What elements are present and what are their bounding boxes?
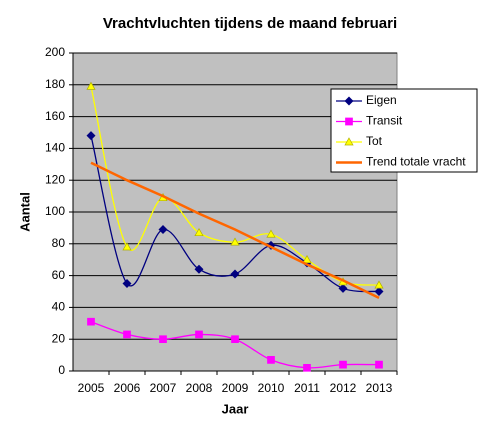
y-tick-label: 100 [45,204,65,218]
data-point [338,283,348,293]
x-tick-label: 2011 [294,381,320,395]
data-point [194,227,204,237]
y-axis-title: Aantal [17,192,32,232]
data-point [123,330,131,339]
y-tick-label: 0 [58,363,65,377]
data-point [87,317,95,326]
legend-box [330,88,478,173]
y-tick-label: 160 [45,109,65,123]
data-point [159,335,167,344]
data-point [195,330,203,339]
data-point [374,280,384,289]
legend-marker [344,96,354,106]
chart-title: Vrachtvluchten tijdens de maand februari [103,15,397,32]
x-tick-label: 2008 [186,381,213,395]
legend-marker [345,117,353,126]
x-tick-label: 2009 [222,381,249,395]
data-point [374,287,384,296]
data-point [303,363,311,372]
legend: Eigen Transit Tot Trend totale vracht [330,88,478,173]
y-tick-label: 60 [52,268,66,282]
data-point [267,356,275,364]
x-axis-title: Jaar [222,401,249,416]
y-tick-label: 20 [52,331,66,345]
x-tick-label: 2010 [258,381,285,395]
data-point [375,360,383,369]
y-tick-label: 200 [45,45,65,59]
data-point [122,242,132,251]
y-tick-label: 80 [52,236,66,250]
y-tick-label: 140 [45,141,65,155]
data-point [231,335,239,344]
legend-label: Eigen [366,93,397,107]
data-point [339,360,347,369]
data-point [86,131,96,141]
data-point [158,224,168,234]
series-line [90,161,380,299]
legend-label: Trend totale vracht [366,155,466,169]
data-point [122,279,132,289]
x-tick-label: 2013 [366,381,393,395]
data-point [86,81,96,90]
legend-marker [344,137,354,146]
x-tick-label: 2012 [330,381,357,395]
data-point [230,237,240,246]
y-tick-label: 40 [52,300,66,314]
data-point [230,269,240,279]
x-tick-label: 2007 [150,381,177,395]
data-point [266,229,276,238]
x-tick-label: 2005 [78,381,105,395]
legend-label: Tot [366,134,383,148]
legend-label: Transit [366,114,403,128]
data-point [194,264,204,274]
y-tick-label: 180 [45,77,65,91]
y-tick-label: 120 [45,172,65,186]
data-point [302,254,312,264]
x-tick-label: 2006 [114,381,141,395]
